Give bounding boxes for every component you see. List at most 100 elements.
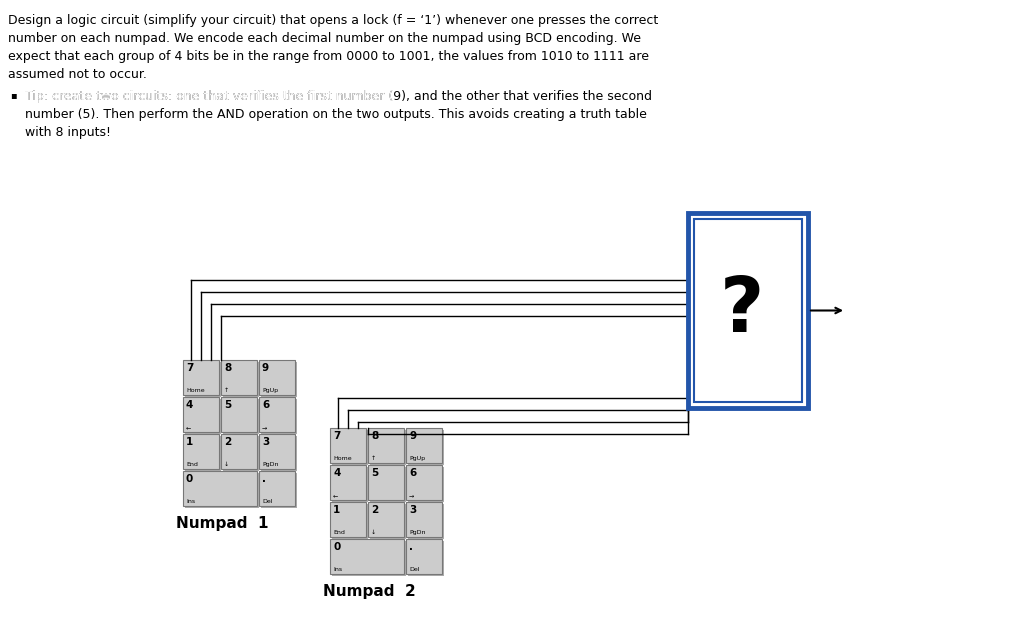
Text: Ins: Ins	[333, 567, 342, 572]
Bar	[694, 219, 802, 402]
Bar	[368, 502, 404, 537]
Bar	[330, 428, 366, 463]
Text: ↑: ↑	[371, 456, 376, 461]
Bar	[184, 399, 221, 434]
Text: 2: 2	[224, 437, 232, 447]
Bar	[368, 428, 404, 463]
Text: PgUp: PgUp	[409, 456, 425, 461]
Bar	[408, 467, 444, 502]
Bar	[408, 504, 444, 539]
Text: →: →	[409, 493, 414, 498]
Bar	[223, 436, 259, 471]
Bar	[406, 539, 442, 574]
Bar	[183, 471, 257, 506]
Text: Del: Del	[409, 567, 419, 572]
Bar	[184, 473, 259, 508]
Bar	[370, 467, 406, 502]
Text: ▪: ▪	[10, 90, 16, 100]
Bar	[183, 434, 219, 469]
Text: number on each numpad. We encode each decimal number on the numpad using BCD enc: number on each numpad. We encode each de…	[8, 32, 641, 45]
Text: 9: 9	[262, 363, 270, 373]
Text: ↑: ↑	[224, 388, 230, 393]
Bar	[408, 430, 444, 465]
Bar	[368, 465, 404, 500]
Bar	[221, 397, 257, 432]
Text: .: .	[262, 474, 266, 484]
Bar	[223, 362, 259, 397]
Text: End: End	[186, 462, 198, 467]
Bar	[406, 465, 442, 500]
Bar	[408, 541, 444, 576]
Text: 5: 5	[224, 400, 232, 410]
Text: 3: 3	[409, 505, 416, 515]
Bar	[261, 473, 297, 508]
Bar	[259, 397, 295, 432]
Text: 4: 4	[333, 468, 340, 478]
Bar	[184, 362, 221, 397]
Text: .: .	[409, 542, 413, 552]
Bar	[330, 502, 366, 537]
Bar	[223, 399, 259, 434]
Text: 7: 7	[186, 363, 194, 373]
Text: 7: 7	[333, 431, 340, 441]
Text: 6: 6	[262, 400, 270, 410]
Bar	[261, 362, 297, 397]
Text: 9: 9	[409, 431, 416, 441]
Text: PgDn: PgDn	[409, 530, 425, 535]
Bar	[332, 467, 368, 502]
Bar	[406, 428, 442, 463]
Text: 0: 0	[333, 542, 340, 552]
Text: assumed not to occur.: assumed not to occur.	[8, 68, 147, 81]
Text: Home: Home	[333, 456, 352, 461]
Bar	[259, 471, 295, 506]
Bar	[183, 397, 219, 432]
Bar	[221, 360, 257, 395]
Bar	[332, 504, 368, 539]
Bar	[370, 504, 406, 539]
Text: number (5). Then perform the AND operation on the two outputs. This avoids creat: number (5). Then perform the AND operati…	[25, 108, 647, 121]
Text: ←: ←	[186, 425, 192, 430]
Text: ↓: ↓	[371, 530, 376, 535]
Bar	[330, 539, 404, 574]
Text: 8: 8	[371, 431, 378, 441]
Bar	[330, 465, 366, 500]
Bar	[221, 434, 257, 469]
Text: Numpad  1: Numpad 1	[176, 516, 269, 531]
Text: Del: Del	[262, 499, 273, 504]
Text: ←: ←	[333, 493, 338, 498]
Text: End: End	[333, 530, 344, 535]
Text: 5: 5	[371, 468, 378, 478]
Text: 2: 2	[371, 505, 378, 515]
Text: 1: 1	[333, 505, 340, 515]
Text: Home: Home	[186, 388, 205, 393]
Text: Numpad  2: Numpad 2	[323, 584, 415, 599]
Bar	[688, 213, 808, 408]
Bar	[261, 436, 297, 471]
Bar	[261, 399, 297, 434]
Text: Tip: create two circuits: one that verifies the first number (9), and the other : Tip: create two circuits: one that verif…	[25, 90, 652, 103]
Bar	[406, 502, 442, 537]
Text: →: →	[262, 425, 268, 430]
Text: 3: 3	[262, 437, 270, 447]
Bar	[183, 360, 219, 395]
Text: 6: 6	[409, 468, 416, 478]
Text: expect that each group of 4 bits be in the range from 0000 to 1001, the values f: expect that each group of 4 bits be in t…	[8, 50, 649, 63]
Text: PgUp: PgUp	[262, 388, 278, 393]
Text: with 8 inputs!: with 8 inputs!	[25, 126, 111, 139]
Text: PgDn: PgDn	[262, 462, 279, 467]
Bar	[332, 430, 368, 465]
Bar	[332, 541, 406, 576]
Text: Ins: Ins	[186, 499, 195, 504]
Text: 4: 4	[186, 400, 194, 410]
Bar	[259, 360, 295, 395]
Bar	[259, 434, 295, 469]
Text: 0: 0	[186, 474, 194, 484]
Text: 8: 8	[224, 363, 232, 373]
Bar	[184, 436, 221, 471]
Text: 1: 1	[186, 437, 194, 447]
Text: Tip: create two circuits: one that verifies the first number (: Tip: create two circuits: one that verif…	[25, 90, 394, 103]
Text: ↓: ↓	[224, 462, 230, 467]
Bar	[370, 430, 406, 465]
Text: Design a logic circuit (simplify your circuit) that opens a lock (f = ‘1’) whene: Design a logic circuit (simplify your ci…	[8, 14, 658, 27]
Text: ?: ?	[720, 273, 765, 347]
